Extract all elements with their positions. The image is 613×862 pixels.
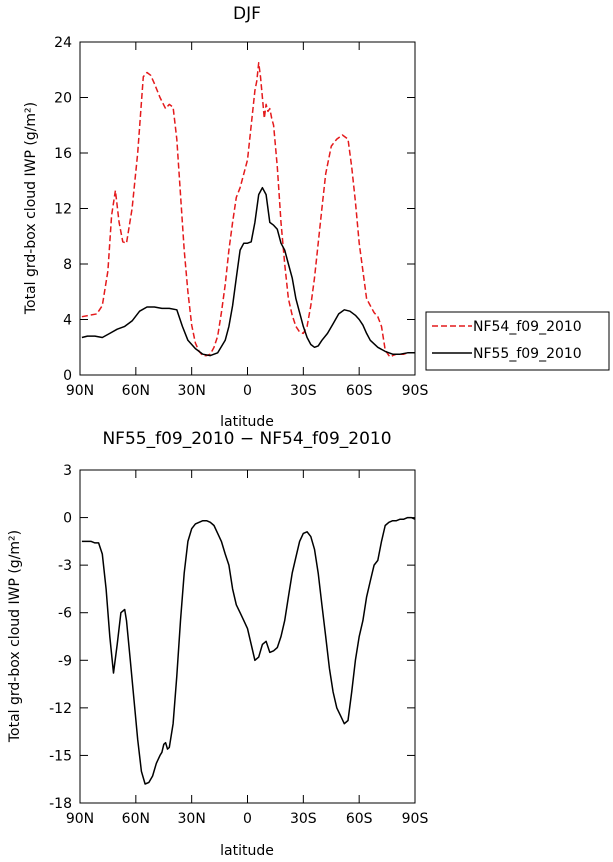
bottom-x-tick-label: 30N bbox=[178, 811, 206, 827]
top-x-tick-label: 90N bbox=[66, 383, 94, 399]
legend-label-nf55: NF55_f09_2010 bbox=[473, 346, 582, 362]
bottom-series-line-difference bbox=[81, 516, 416, 785]
top-x-tick-label: 0 bbox=[243, 383, 252, 399]
top-x-tick-label: 60N bbox=[122, 383, 150, 399]
top-x-tick-label: 30S bbox=[290, 383, 317, 399]
bottom-x-tick-label: 0 bbox=[243, 811, 252, 827]
top-series-line-nf55-f09-2010 bbox=[81, 186, 415, 357]
bottom-chart-title: NF55_f09_2010 − NF54_f09_2010 bbox=[102, 429, 391, 449]
bottom-y-tick-label: -15 bbox=[49, 748, 72, 764]
top-x-tick-label: 60S bbox=[346, 383, 373, 399]
legend-box bbox=[425, 311, 610, 371]
bottom-chart-marks bbox=[81, 516, 416, 785]
bottom-y-tick-label: 3 bbox=[63, 463, 72, 479]
top-y-tick-label: 4 bbox=[63, 313, 72, 329]
bottom-y-tick-label: -3 bbox=[58, 558, 72, 574]
top-y-tick-label: 16 bbox=[54, 146, 72, 162]
bottom-y-tick-label: -9 bbox=[58, 653, 72, 669]
top-y-axis-label: Total grd-box cloud IWP (g/m²) bbox=[23, 102, 39, 315]
top-y-tick-label: 0 bbox=[63, 368, 72, 384]
bottom-x-axis-label: latitude bbox=[220, 843, 274, 859]
top-x-axis-label: latitude bbox=[220, 414, 274, 430]
top-chart-marks bbox=[81, 62, 415, 358]
legend: NF54_f09_2010 NF55_f09_2010 bbox=[425, 311, 610, 371]
top-x-tick-label: 90S bbox=[402, 383, 429, 399]
top-chart-title: DJF bbox=[233, 4, 261, 24]
bottom-x-tick-label: 90N bbox=[66, 811, 94, 827]
legend-label-nf54: NF54_f09_2010 bbox=[473, 319, 582, 335]
top-x-tick-label: 30N bbox=[178, 383, 206, 399]
top-plot-frame bbox=[79, 41, 416, 376]
bottom-x-tick-label: 90S bbox=[402, 811, 429, 827]
top-panel: DJF 90N 60N 30N 0 30S 60S 90S 0 4 8 12 16 20 24 latit… bbox=[23, 4, 610, 430]
bottom-y-tick-label: 0 bbox=[63, 511, 72, 527]
top-y-tick-label: 8 bbox=[63, 257, 72, 273]
bottom-y-axis-label: Total grd-box cloud IWP (g/m²) bbox=[7, 530, 23, 743]
bottom-chart-ticks: 90N 60N 30N 0 30S 60S 90S -18 -15 -12 -9 -6 -3 0 3 bbox=[49, 463, 428, 827]
bottom-plot-frame bbox=[79, 469, 416, 804]
top-y-tick-label: 20 bbox=[54, 91, 72, 107]
bottom-x-tick-label: 60S bbox=[346, 811, 373, 827]
top-series-line-nf54-f09-2010 bbox=[81, 62, 415, 358]
bottom-y-tick-label: -18 bbox=[49, 796, 72, 812]
top-y-tick-label: 12 bbox=[54, 202, 72, 218]
top-y-tick-label: 24 bbox=[54, 35, 72, 51]
bottom-panel: NF55_f09_2010 − NF54_f09_2010 90N 60N 30N 0… bbox=[7, 429, 428, 859]
bottom-y-tick-label: -6 bbox=[58, 606, 72, 622]
bottom-x-tick-label: 60N bbox=[122, 811, 150, 827]
bottom-y-tick-label: -12 bbox=[49, 701, 72, 717]
bottom-x-tick-label: 30S bbox=[290, 811, 317, 827]
top-chart-ticks: 90N 60N 30N 0 30S 60S 90S 0 4 8 12 16 20 24 bbox=[54, 35, 428, 399]
